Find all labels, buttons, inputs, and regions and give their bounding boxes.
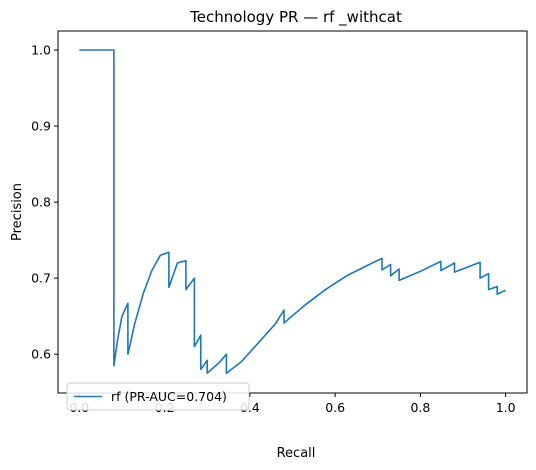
series-group — [79, 49, 507, 375]
plot-frame — [57, 30, 528, 394]
x-tick-label: 1.0 — [496, 400, 516, 415]
y-tick-label: 0.7 — [31, 271, 51, 286]
y-axis: 0.6 0.7 0.8 0.9 1.0 — [31, 43, 58, 362]
x-tick-label: 0.6 — [325, 400, 345, 415]
y-tick-label: 0.8 — [31, 195, 51, 210]
legend: rf (PR-AUC=0.704) — [66, 382, 250, 411]
y-tick-label: 0.6 — [31, 347, 51, 362]
y-tick-label: 0.9 — [31, 119, 51, 134]
chart-title: Technology PR — rf _withcat — [189, 8, 402, 27]
y-axis-label: Precision — [10, 183, 25, 241]
legend-entry-label: rf (PR-AUC=0.704) — [111, 389, 227, 404]
x-tick-label: 0.8 — [410, 400, 430, 415]
legend-box — [66, 382, 250, 411]
y-tick-label: 1.0 — [31, 43, 51, 58]
pr-curve-line-0 — [79, 49, 507, 375]
x-axis-label: Recall — [277, 446, 316, 461]
